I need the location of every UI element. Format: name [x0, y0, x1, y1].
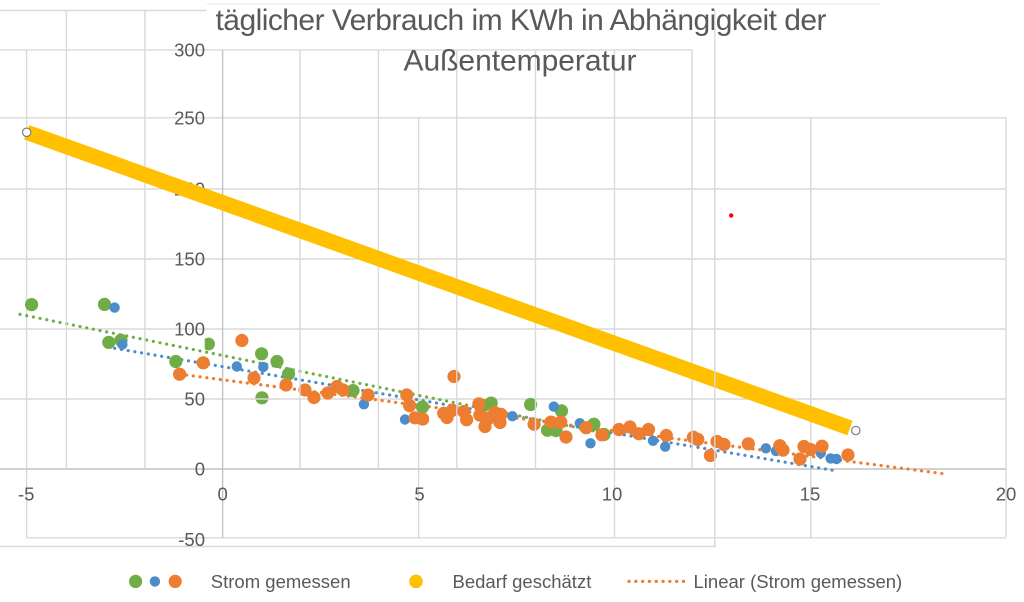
svg-text:250: 250	[174, 108, 205, 129]
svg-text:0: 0	[195, 459, 205, 480]
svg-text:Außentemperatur: Außentemperatur	[404, 45, 637, 78]
svg-text:15: 15	[800, 484, 821, 505]
svg-text:-5: -5	[18, 484, 34, 505]
svg-text:0: 0	[217, 484, 227, 505]
svg-text:Strom gemessen: Strom gemessen	[211, 571, 351, 592]
svg-text:Linear (Strom gemessen): Linear (Strom gemessen)	[694, 571, 903, 592]
svg-text:Bedarf geschätzt: Bedarf geschätzt	[453, 571, 592, 592]
svg-text:50: 50	[184, 389, 205, 410]
svg-text:täglicher Verbrauch im KWh in: täglicher Verbrauch im KWh in Abhängigke…	[216, 4, 827, 37]
svg-text:150: 150	[174, 249, 205, 270]
svg-text:300: 300	[174, 40, 205, 61]
svg-text:20: 20	[996, 484, 1017, 505]
svg-text:-50: -50	[178, 529, 205, 550]
svg-text:10: 10	[602, 484, 623, 505]
svg-text:5: 5	[414, 484, 424, 505]
svg-text:100: 100	[174, 319, 205, 340]
